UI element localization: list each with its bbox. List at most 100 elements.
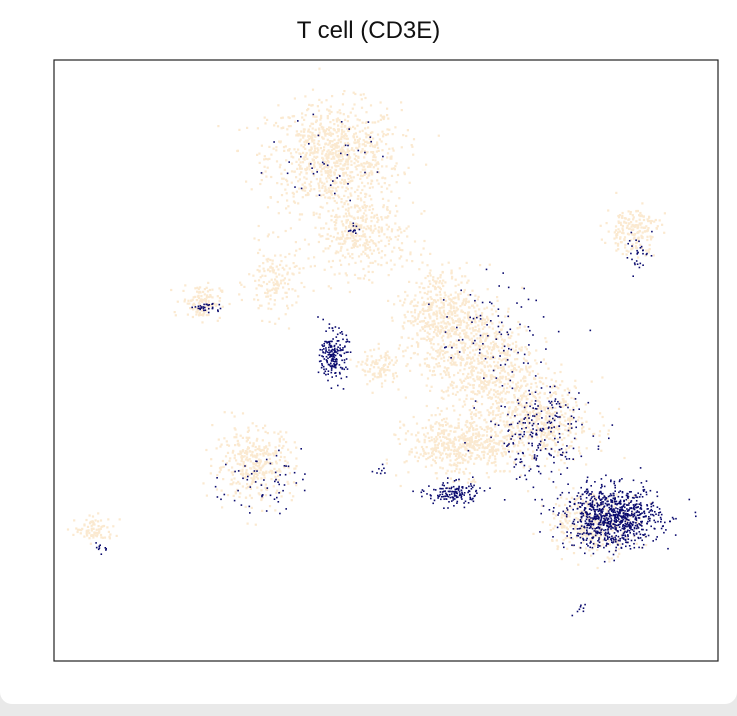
background-point [340, 198, 343, 201]
background-point [596, 522, 599, 525]
background-point [449, 441, 452, 444]
background-point [327, 237, 330, 240]
background-point [305, 172, 308, 175]
background-point [225, 462, 228, 465]
background-point [452, 480, 455, 483]
background-point [615, 493, 618, 496]
background-point [215, 304, 218, 307]
background-point [90, 527, 93, 530]
highlight-point [675, 517, 677, 520]
background-point [247, 446, 250, 449]
background-point [233, 436, 236, 439]
background-point [280, 279, 283, 282]
background-point [370, 220, 373, 223]
highlight-point [627, 497, 629, 499]
background-point [586, 505, 589, 508]
background-point [249, 487, 252, 490]
background-point [623, 221, 626, 224]
background-point [552, 384, 555, 387]
background-point [497, 392, 500, 395]
background-point [466, 444, 469, 447]
background-point [439, 280, 442, 283]
background-point [367, 134, 370, 137]
background-point [450, 470, 453, 473]
background-point [522, 427, 525, 430]
background-point [324, 129, 327, 132]
highlight-point [642, 528, 644, 531]
background-point [529, 412, 532, 415]
background-point [370, 182, 373, 185]
background-point [96, 533, 99, 536]
background-point [438, 422, 441, 425]
background-point [468, 450, 471, 453]
background-point [101, 525, 104, 528]
background-point [578, 449, 581, 452]
background-point [261, 439, 264, 442]
background-point [429, 282, 432, 285]
background-point [538, 415, 541, 418]
background-point [593, 543, 597, 546]
background-point [294, 289, 297, 292]
background-point [259, 276, 262, 279]
background-point [337, 207, 340, 210]
background-point [244, 458, 248, 461]
background-point [536, 399, 539, 402]
background-point [575, 511, 578, 514]
background-point [377, 120, 380, 123]
background-point [275, 491, 278, 494]
background-point [386, 128, 389, 131]
background-point [476, 448, 479, 451]
background-point [413, 316, 416, 319]
background-point [399, 420, 402, 423]
background-point [503, 340, 506, 343]
background-point [663, 212, 666, 215]
background-point [361, 216, 364, 219]
background-point [91, 520, 95, 524]
background-point [370, 252, 374, 255]
background-point [457, 356, 460, 359]
background-point [472, 378, 475, 381]
background-point [424, 309, 427, 312]
background-point [233, 454, 236, 457]
background-point [474, 344, 477, 347]
highlight-point [609, 507, 612, 510]
background-point [503, 436, 506, 440]
background-point [352, 176, 355, 179]
background-point [490, 308, 493, 311]
background-point [346, 233, 349, 237]
background-point [488, 369, 491, 372]
background-point [611, 529, 614, 532]
background-point [400, 146, 403, 149]
background-point [554, 380, 558, 383]
background-point [464, 467, 468, 470]
background-point [380, 264, 383, 267]
background-point [436, 438, 439, 441]
background-point [255, 439, 258, 442]
background-point [443, 448, 446, 451]
background-point [485, 337, 488, 340]
background-point [378, 359, 381, 362]
highlight-point [553, 507, 555, 509]
background-point [275, 146, 278, 149]
background-point [407, 166, 410, 169]
background-point [602, 424, 605, 427]
background-point [583, 533, 586, 536]
background-point [480, 368, 483, 371]
background-point [462, 351, 465, 354]
background-point [197, 302, 200, 305]
background-point [636, 227, 639, 230]
background-point [541, 521, 544, 524]
background-point [631, 247, 634, 250]
highlight-point [638, 517, 641, 519]
background-point [428, 365, 431, 368]
background-point [404, 316, 407, 319]
background-point [482, 347, 485, 350]
background-point [262, 427, 265, 430]
background-point [337, 130, 340, 133]
highlight-point [606, 535, 609, 538]
background-point [454, 393, 457, 396]
background-point [530, 399, 533, 402]
background-point [640, 234, 643, 237]
background-point [457, 320, 460, 323]
background-point [348, 157, 351, 160]
